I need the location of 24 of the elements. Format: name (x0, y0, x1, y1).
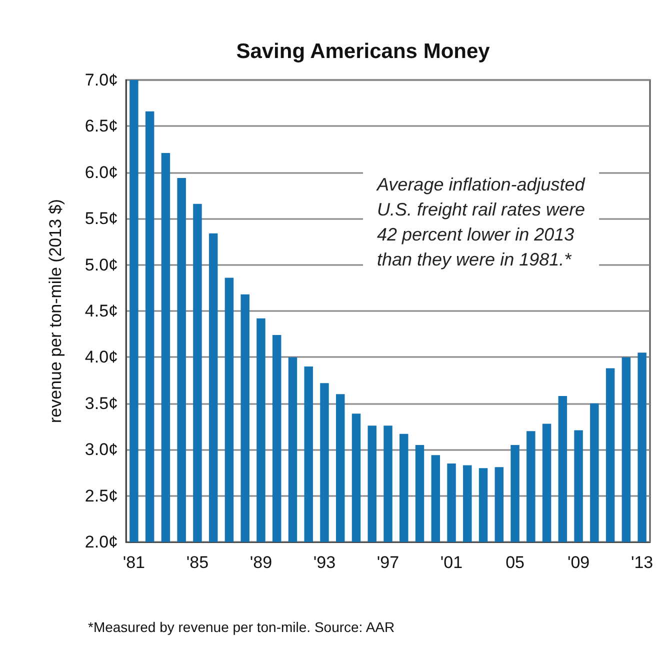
y-tick-label: 5.5¢ (84, 209, 118, 228)
y-tick-label: 4.0¢ (84, 348, 118, 367)
annotation: Average inflation-adjusted U.S. freight rail rates were 42 percent lower in 2013 than they were in 1981.* (376, 174, 586, 270)
x-tick-label: '81 (122, 553, 146, 572)
y-tick-label: 4.5¢ (84, 302, 118, 320)
y-tick-label: 7.0¢ (84, 70, 118, 90)
y-tick-label: 3.0¢ (84, 440, 118, 460)
chart-title: Saving Americans Money (236, 40, 490, 63)
text: *Measured by revenue per ton-mile. Source: AAR (88, 619, 395, 635)
y-tick-label: 2.5¢ (84, 486, 118, 506)
x-tick-label: '13 (630, 553, 654, 572)
x-tick-label: '89 (250, 553, 272, 572)
x-tick-label: '97 (376, 553, 400, 572)
y-tick-label: 2.0¢ (84, 532, 118, 552)
x-tick-label: '09 (567, 553, 590, 572)
y-tick-label: 6.0¢ (84, 162, 118, 182)
x-tick-label: '01 (440, 553, 463, 572)
y-axis-title: revenue per ton-mile (2013 $) (46, 199, 65, 423)
y-tick-label: 5.0¢ (84, 255, 118, 274)
y-tick-label: 6.5¢ (84, 116, 118, 136)
x-tick-label: '85 (186, 553, 209, 572)
y-tick-label: 3.5¢ (84, 394, 118, 413)
x-tick-label: 05 (506, 553, 524, 572)
x-tick-label: '93 (313, 553, 336, 572)
